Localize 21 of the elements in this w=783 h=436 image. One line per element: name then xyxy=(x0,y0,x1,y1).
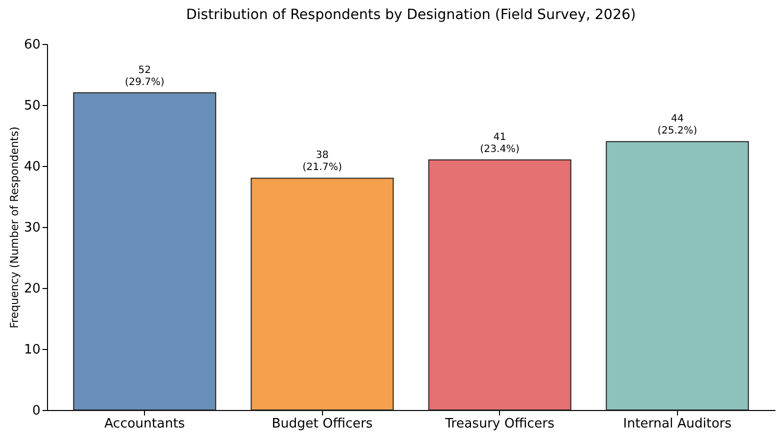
y-tick-label: 20 xyxy=(24,282,40,296)
y-tick-label: 60 xyxy=(24,38,40,52)
bar xyxy=(73,92,216,410)
y-tick-label: 40 xyxy=(24,160,40,174)
chart-title: Distribution of Respondents by Designation (Field Survey, 2026) xyxy=(186,7,636,23)
x-tick-label: Treasury Officers xyxy=(444,416,555,432)
y-tick-label: 30 xyxy=(24,220,40,236)
y-tick-label: 50 xyxy=(24,98,40,114)
x-tick-label: Budget Officers xyxy=(272,416,373,432)
data-label: 41 (23.4%) xyxy=(480,132,520,155)
x-tick-label: Accountants xyxy=(104,416,186,432)
bar xyxy=(606,141,749,410)
data-label: 52 (29.7%) xyxy=(124,64,165,88)
y-tick-label: 10 xyxy=(24,342,40,358)
x-tick-label: Internal Auditors xyxy=(623,416,732,432)
bar xyxy=(428,159,572,410)
bar xyxy=(250,178,394,410)
y-tick-label: 0 xyxy=(32,404,40,418)
data-label: 38 (21.7%) xyxy=(302,150,342,174)
data-label: 44 (25.2%) xyxy=(658,114,698,137)
y-axis-title: Frequency (Number of Respondents) xyxy=(8,126,21,328)
